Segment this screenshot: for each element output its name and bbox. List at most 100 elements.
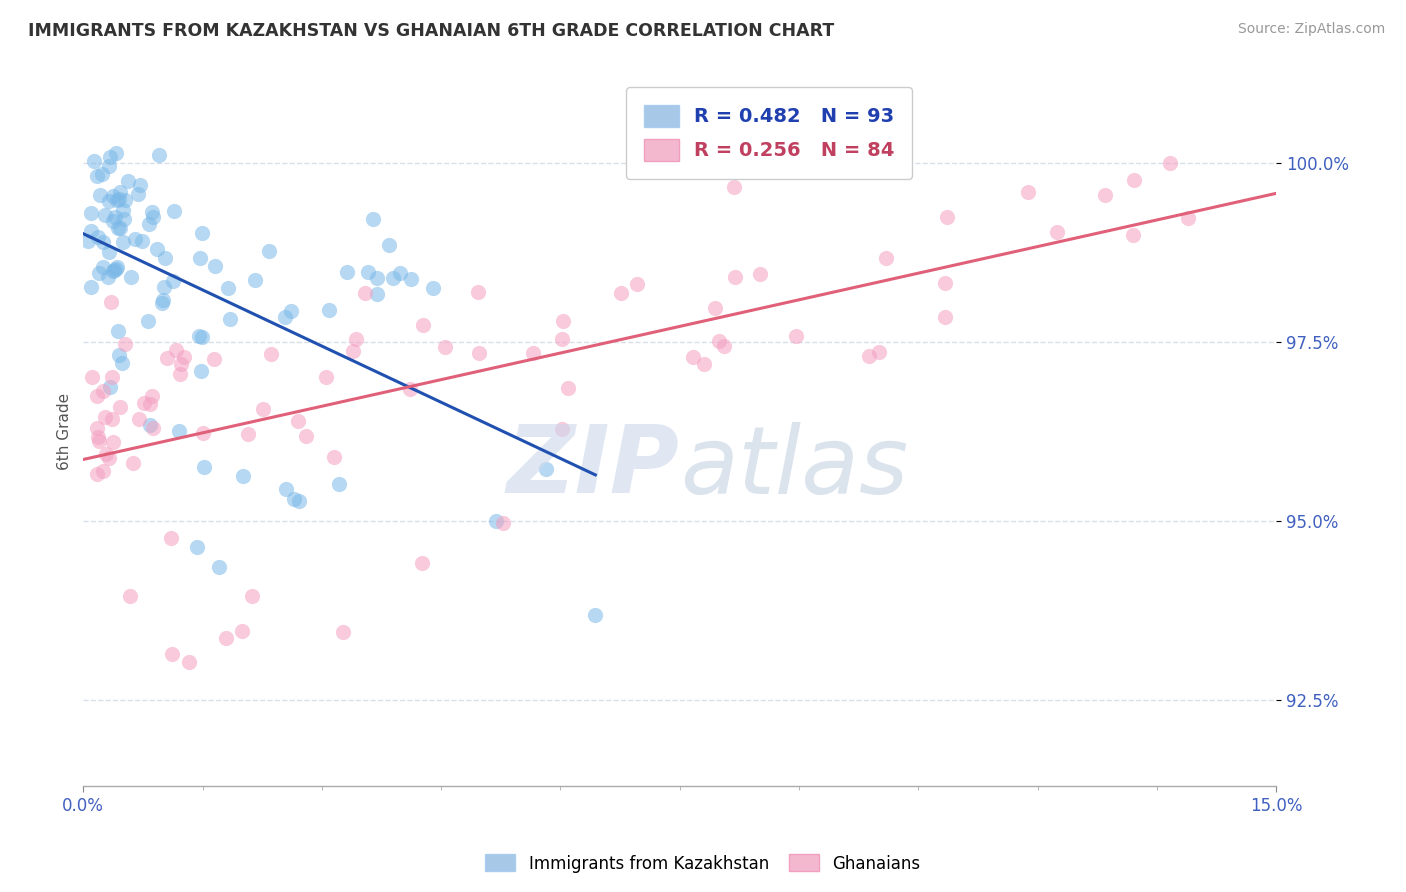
Point: [150, 295, 173, 310]
Point: [208, 560, 231, 574]
Point: [159, 532, 181, 546]
Point: [110, 220, 132, 235]
Point: [322, 450, 344, 465]
Point: [354, 286, 377, 301]
Point: [101, 370, 124, 384]
Point: [96, 447, 118, 461]
Point: [713, 339, 735, 353]
Point: [108, 192, 131, 206]
Point: [93, 260, 115, 274]
Point: [534, 461, 557, 475]
Point: [858, 349, 880, 363]
Point: [112, 211, 135, 226]
Point: [173, 350, 195, 364]
Point: [120, 270, 142, 285]
Point: [98, 150, 121, 164]
Point: [709, 334, 731, 348]
Point: [107, 325, 129, 339]
Point: [1123, 173, 1146, 187]
Point: [240, 589, 263, 603]
Point: [93, 410, 115, 425]
Point: [148, 148, 170, 162]
Point: [336, 265, 359, 279]
Point: [382, 271, 405, 285]
Point: [98, 194, 121, 208]
Point: [79, 224, 101, 238]
Point: [283, 491, 305, 506]
Point: [252, 401, 274, 416]
Point: [86, 421, 108, 435]
Point: [388, 266, 411, 280]
Point: [134, 395, 156, 409]
Point: [153, 251, 176, 265]
Point: [101, 214, 124, 228]
Legend: R = 0.482   N = 93, R = 0.256   N = 84: R = 0.482 N = 93, R = 0.256 N = 84: [626, 87, 912, 178]
Point: [127, 187, 149, 202]
Point: [86, 169, 108, 184]
Point: [86, 430, 108, 444]
Point: [152, 280, 174, 294]
Point: [366, 271, 388, 285]
Point: [366, 287, 388, 301]
Point: [162, 274, 184, 288]
Point: [485, 514, 508, 528]
Point: [243, 273, 266, 287]
Point: [91, 167, 114, 181]
Point: [118, 589, 141, 603]
Point: [111, 356, 134, 370]
Point: [169, 367, 191, 381]
Point: [97, 270, 120, 285]
Point: [723, 270, 745, 285]
Point: [114, 336, 136, 351]
Point: [204, 352, 226, 367]
Point: [1017, 186, 1039, 200]
Point: [583, 608, 606, 623]
Point: [87, 229, 110, 244]
Point: [217, 281, 239, 295]
Point: [346, 332, 368, 346]
Point: [77, 234, 100, 248]
Point: [231, 624, 253, 638]
Point: [260, 346, 283, 360]
Point: [80, 280, 103, 294]
Point: [167, 424, 190, 438]
Point: [124, 232, 146, 246]
Point: [87, 266, 110, 280]
Point: [138, 217, 160, 231]
Text: atlas: atlas: [679, 422, 908, 513]
Point: [749, 267, 772, 281]
Point: [468, 345, 491, 359]
Point: [129, 178, 152, 192]
Point: [204, 259, 226, 273]
Point: [280, 304, 302, 318]
Point: [122, 456, 145, 470]
Point: [357, 265, 380, 279]
Point: [1177, 211, 1199, 225]
Y-axis label: 6th Grade: 6th Grade: [58, 393, 72, 470]
Point: [128, 412, 150, 426]
Point: [875, 251, 897, 265]
Point: [186, 540, 208, 554]
Point: [191, 226, 214, 240]
Point: [219, 312, 242, 326]
Point: [723, 179, 745, 194]
Point: [551, 422, 574, 436]
Point: [98, 160, 121, 174]
Point: [214, 631, 236, 645]
Point: [83, 154, 105, 169]
Point: [111, 203, 134, 218]
Point: [190, 330, 212, 344]
Point: [160, 647, 183, 661]
Point: [188, 251, 211, 265]
Point: [363, 212, 385, 227]
Point: [91, 384, 114, 399]
Point: [114, 193, 136, 207]
Point: [399, 272, 422, 286]
Point: [315, 370, 337, 384]
Point: [236, 427, 259, 442]
Point: [101, 411, 124, 425]
Text: IMMIGRANTS FROM KAZAKHSTAN VS GHANAIAN 6TH GRADE CORRELATION CHART: IMMIGRANTS FROM KAZAKHSTAN VS GHANAIAN 6…: [28, 22, 834, 40]
Point: [136, 314, 159, 328]
Point: [1122, 228, 1144, 243]
Point: [274, 310, 297, 324]
